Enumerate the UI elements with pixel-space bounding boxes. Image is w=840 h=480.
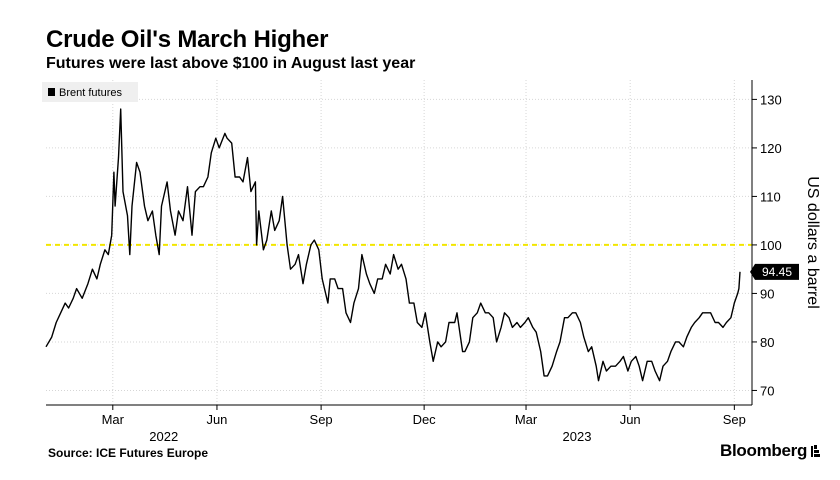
x-tick-label: Mar [515, 412, 538, 427]
source-note: Source: ICE Futures Europe [48, 446, 209, 460]
chart-subtitle: Futures were last above $100 in August l… [46, 55, 416, 72]
x-tick-label: Jun [206, 412, 227, 427]
y-tick-label: 120 [760, 141, 782, 156]
x-tick-label: Dec [413, 412, 437, 427]
y-tick-label: 90 [760, 286, 774, 301]
chart-title: Crude Oil's March Higher [46, 26, 329, 53]
bloomberg-mark-icon [811, 445, 821, 457]
legend: Brent futures [42, 82, 138, 102]
y-axis: 70 80 90 100 110 120 130 [751, 80, 782, 405]
bloomberg-logo: Bloomberg [720, 441, 821, 461]
last-value-label: 94.45 [750, 263, 799, 280]
x-tick-label: Jun [620, 412, 641, 427]
y-tick-label: 110 [760, 189, 781, 204]
y-tick-label: 70 [760, 383, 774, 398]
series-line-brent [45, 108, 741, 382]
legend-background [42, 82, 138, 102]
grid-lines [46, 80, 752, 405]
x-tick-label: Sep [310, 412, 333, 427]
brand-name: Bloomberg [720, 441, 808, 460]
x-tick-label: Mar [102, 412, 125, 427]
last-value-badge [750, 263, 799, 280]
y-tick-label: 80 [760, 335, 774, 350]
y-tick-label: 130 [760, 92, 782, 107]
y-tick-label: 100 [760, 238, 782, 253]
legend-swatch [48, 88, 55, 96]
x-year-label: 2022 [149, 429, 178, 444]
x-year-label: 2023 [563, 429, 592, 444]
x-axis: Mar Jun Sep Dec Mar Jun Sep 2022 2023 [46, 404, 752, 444]
last-value-text: 94.45 [762, 265, 792, 279]
x-tick-label: Sep [723, 412, 746, 427]
y-axis-label: US dollars a barrel [804, 176, 821, 309]
legend-label: Brent futures [59, 87, 122, 99]
